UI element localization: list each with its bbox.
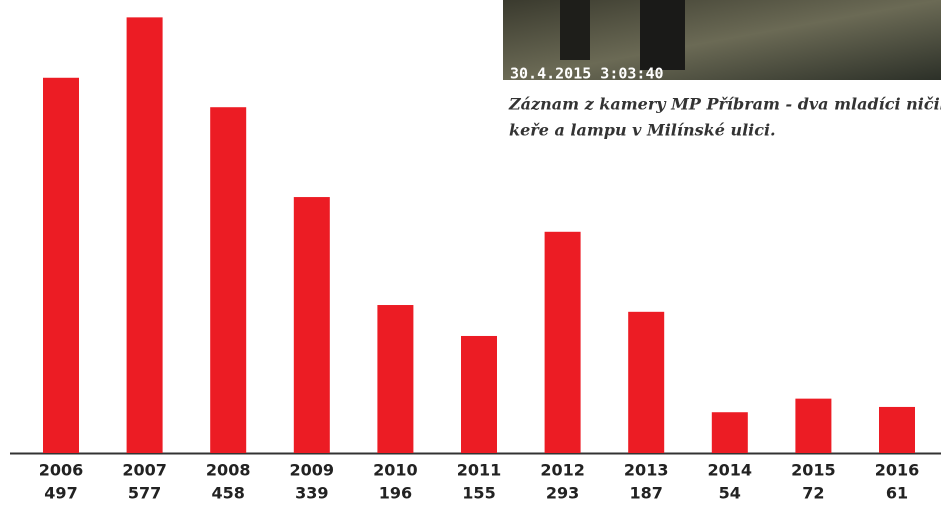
- x-tick-label: 2011: [457, 461, 502, 480]
- photo: 30.4.2015 3:03:40: [503, 0, 941, 83]
- x-tick-label: 2006: [39, 461, 84, 480]
- bar: [210, 107, 247, 454]
- photo-figure: [640, 0, 685, 70]
- value-label: 577: [128, 484, 161, 503]
- bar: [879, 406, 915, 453]
- bar: [795, 398, 832, 453]
- value-label: 61: [886, 484, 908, 503]
- x-tick-label: 2009: [290, 461, 335, 480]
- value-label: 339: [295, 484, 328, 503]
- bar: [711, 412, 748, 453]
- x-tick-label: 2014: [708, 461, 753, 480]
- bar: [544, 231, 581, 453]
- x-tick-label: 2012: [540, 461, 585, 480]
- value-label: 187: [629, 484, 662, 503]
- value-label: 196: [379, 484, 412, 503]
- bar: [293, 197, 330, 453]
- caption: keře a lampu v Milínské ulici.: [509, 121, 776, 140]
- bar: [461, 335, 497, 453]
- value-label: 54: [719, 484, 741, 503]
- x-tick-label: 2016: [875, 461, 920, 480]
- x-tick-label: 2015: [791, 461, 836, 480]
- bar: [628, 311, 665, 453]
- value-label: 458: [211, 484, 244, 503]
- bar: [377, 305, 414, 453]
- x-tick-label: 2007: [122, 461, 167, 480]
- value-label: 497: [44, 484, 77, 503]
- bar: [126, 17, 163, 454]
- x-tick-label: 2010: [373, 461, 418, 480]
- bar: [43, 77, 79, 453]
- value-label: 72: [802, 484, 824, 503]
- value-label: 155: [462, 484, 495, 503]
- photo-figure: [560, 0, 590, 60]
- x-tick-label: 2008: [206, 461, 251, 480]
- caption: Záznam z kamery MP Příbram - dva mladíci…: [508, 95, 941, 114]
- x-tick-label: 2013: [624, 461, 669, 480]
- photo-timestamp: 30.4.2015 3:03:40: [510, 65, 664, 83]
- value-label: 293: [546, 484, 579, 503]
